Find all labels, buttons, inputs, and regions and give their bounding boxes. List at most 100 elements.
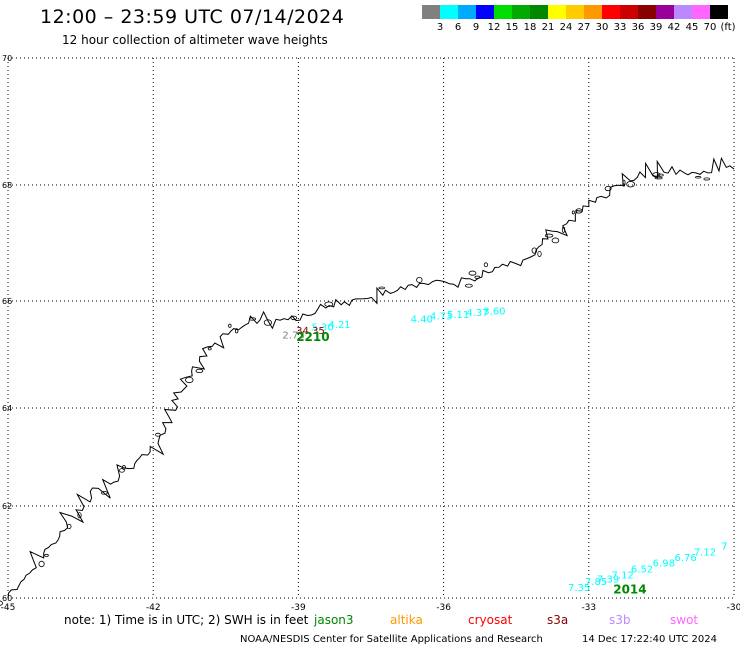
altimeter-map: -45 -42 -39 -36 -33 -30 70 68 66 64 62 60 5.304.21 4… bbox=[0, 54, 740, 612]
satellite-legend-swot: swot bbox=[670, 613, 699, 627]
colorbar-swatch bbox=[530, 5, 548, 19]
colorbar-swatch bbox=[512, 5, 530, 19]
coastal-island bbox=[234, 328, 239, 334]
colorbar-swatch bbox=[566, 5, 584, 19]
credit-text: NOAA/NESDIS Center for Satellite Applica… bbox=[240, 634, 543, 645]
wave-height-label: 7.85 bbox=[585, 577, 607, 588]
colorbar-swatch bbox=[494, 5, 512, 19]
coastal-island bbox=[561, 226, 566, 233]
wave-height-label: 7.39 bbox=[597, 574, 619, 585]
coastal-island bbox=[468, 270, 477, 276]
latitude-tick-label: 62 bbox=[2, 502, 12, 511]
coastal-island bbox=[464, 283, 473, 288]
colorbar-label: 45 bbox=[685, 22, 699, 33]
coastal-island bbox=[155, 432, 161, 437]
latitude-tick-label: 64 bbox=[2, 404, 12, 413]
colorbar-swatch bbox=[458, 5, 476, 19]
coastal-island bbox=[101, 491, 108, 495]
coastal-island bbox=[483, 262, 489, 268]
coastal-island bbox=[66, 523, 72, 529]
wave-height-label: 6.98 bbox=[653, 559, 675, 570]
longitude-tick-label: -30 bbox=[727, 603, 740, 612]
coastal-island bbox=[551, 237, 560, 244]
coastal-island bbox=[622, 179, 626, 186]
colorbar-label: 15 bbox=[505, 22, 519, 33]
coastal-island bbox=[0, 600, 3, 606]
colorbar-swatch bbox=[584, 5, 602, 19]
colorbar-label: 18 bbox=[523, 22, 537, 33]
longitude-tick-label: -42 bbox=[146, 603, 161, 612]
colorbar-swatch bbox=[620, 5, 638, 19]
wave-height-label: 4.40 bbox=[411, 314, 433, 325]
wave-height-label: 4.73 bbox=[430, 312, 452, 323]
wave-height-label: 3.60 bbox=[483, 306, 505, 317]
colorbar-swatch bbox=[476, 5, 494, 19]
satellite-legend-cryosat: cryosat bbox=[468, 613, 513, 627]
satellite-legend-jason3: jason3 bbox=[314, 613, 354, 627]
satellite-legend-altika: altika bbox=[390, 613, 423, 627]
wave-height-label: 5.30 bbox=[311, 322, 333, 333]
colorbar-label: 42 bbox=[667, 22, 681, 33]
wave-height-label: 7 bbox=[721, 542, 727, 553]
colorbar-label: 36 bbox=[631, 22, 645, 33]
coastal-island bbox=[537, 250, 542, 257]
colorbar-label: 21 bbox=[541, 22, 555, 33]
wave-height-label: 4.21 bbox=[328, 320, 350, 331]
coastal-island bbox=[575, 208, 583, 214]
colorbar-swatch bbox=[422, 5, 440, 19]
coastal-island bbox=[44, 553, 49, 557]
coastal-island bbox=[571, 210, 575, 215]
colorbar-swatch bbox=[602, 5, 620, 19]
colorbar-swatch bbox=[710, 5, 728, 19]
colorbar-swatch bbox=[548, 5, 566, 19]
coastal-island bbox=[694, 176, 702, 179]
longitude-tick-label: -45 bbox=[1, 603, 16, 612]
coastal-island bbox=[531, 247, 538, 254]
colorbar-swatch bbox=[656, 5, 674, 19]
axis-tick-labels: -45 -42 -39 -36 -33 -30 70 68 66 64 62 60 bbox=[1, 54, 740, 612]
coastal-island bbox=[544, 233, 554, 238]
coastal-island bbox=[228, 323, 232, 328]
colorbar-label: 3 bbox=[436, 22, 444, 33]
wave-height-label: 4.37 bbox=[466, 308, 488, 319]
wave-height-label: 7.12 bbox=[694, 548, 716, 559]
colorbar-label: 24 bbox=[559, 22, 573, 33]
coastal-island bbox=[654, 176, 663, 180]
colorbar-label: 6 bbox=[454, 22, 462, 33]
wave-height-label: 6.76 bbox=[674, 553, 696, 564]
coastal-island bbox=[626, 181, 635, 188]
graticule-grid bbox=[7, 57, 735, 599]
latitude-tick-label: 66 bbox=[2, 297, 12, 306]
wave-height-points: 5.304.21 4.404.735.114.373.60 7.357.857.39… bbox=[282, 306, 727, 596]
colorbar-label: 12 bbox=[487, 22, 501, 33]
wave-height-label: 7.35 bbox=[568, 583, 590, 594]
coastal-island bbox=[378, 286, 386, 290]
colorbar-label: 70 bbox=[703, 22, 717, 33]
colorbar-label: 30 bbox=[595, 22, 609, 33]
longitude-tick-label: -36 bbox=[436, 603, 451, 612]
satellite-legend-s3a: s3a bbox=[547, 613, 569, 627]
coastal-island bbox=[652, 172, 661, 177]
coastal-island bbox=[263, 319, 272, 326]
longitude-tick-label: -33 bbox=[581, 603, 596, 612]
map-title: 12:00 – 23:59 UTC 07/14/2024 bbox=[40, 6, 345, 28]
wave-height-label: 7.12 bbox=[612, 571, 634, 582]
coastal-island bbox=[703, 177, 710, 181]
coastal-island bbox=[604, 185, 612, 192]
wave-height-label: 2.73 bbox=[282, 330, 304, 341]
units-note: note: 1) Time is in UTC; 2) SWH is in fe… bbox=[64, 613, 309, 627]
coastal-island bbox=[290, 315, 298, 321]
wave-height-label: 5.11 bbox=[447, 310, 469, 321]
colorbar-label: 9 bbox=[472, 22, 480, 33]
coastal-island bbox=[195, 368, 204, 373]
coastal-island bbox=[657, 173, 664, 177]
colorbar-label: 39 bbox=[649, 22, 663, 33]
colorbar-swatch bbox=[692, 5, 710, 19]
track-id-label: 2014 bbox=[613, 582, 646, 596]
coastal-island bbox=[207, 347, 212, 351]
timestamp-text: 14 Dec 17:22:40 UTC 2024 bbox=[582, 634, 717, 645]
coastal-island bbox=[185, 376, 194, 384]
colorbar-label: (ft) bbox=[720, 22, 736, 33]
coastal-island bbox=[474, 275, 481, 279]
track-id-label: 2210 bbox=[296, 330, 329, 344]
